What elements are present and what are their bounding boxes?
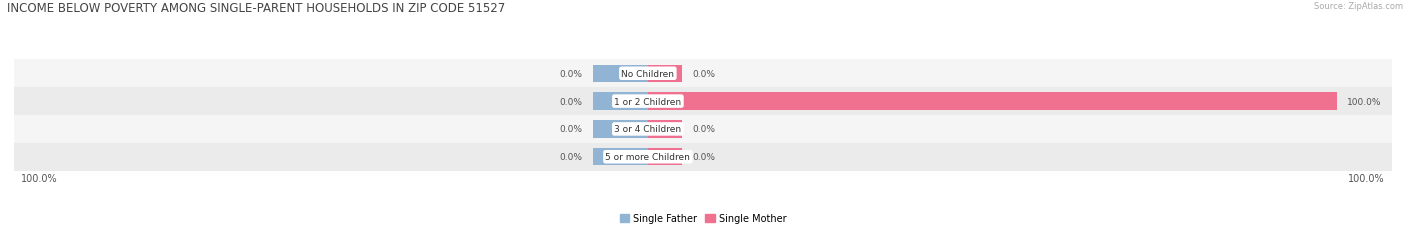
Bar: [14, 143, 1392, 171]
Text: 0.0%: 0.0%: [693, 153, 716, 161]
Text: 1 or 2 Children: 1 or 2 Children: [614, 97, 682, 106]
Bar: [14, 116, 1392, 143]
Text: 0.0%: 0.0%: [693, 70, 716, 78]
Text: 0.0%: 0.0%: [560, 97, 582, 106]
Bar: [648, 65, 682, 82]
Bar: [14, 60, 1392, 88]
Text: 100.0%: 100.0%: [21, 174, 58, 184]
Text: 100.0%: 100.0%: [1347, 97, 1382, 106]
Text: 0.0%: 0.0%: [560, 70, 582, 78]
Text: Source: ZipAtlas.com: Source: ZipAtlas.com: [1315, 2, 1403, 11]
Bar: [593, 149, 648, 166]
Text: INCOME BELOW POVERTY AMONG SINGLE-PARENT HOUSEHOLDS IN ZIP CODE 51527: INCOME BELOW POVERTY AMONG SINGLE-PARENT…: [7, 2, 505, 15]
Bar: [648, 93, 1337, 110]
Legend: Single Father, Single Mother: Single Father, Single Mother: [616, 209, 790, 227]
Bar: [648, 121, 682, 138]
Bar: [593, 93, 648, 110]
Bar: [14, 88, 1392, 116]
Text: 100.0%: 100.0%: [1348, 174, 1385, 184]
Text: 0.0%: 0.0%: [693, 125, 716, 134]
Bar: [648, 149, 682, 166]
Bar: [593, 65, 648, 82]
Text: 3 or 4 Children: 3 or 4 Children: [614, 125, 682, 134]
Bar: [593, 121, 648, 138]
Text: 0.0%: 0.0%: [560, 125, 582, 134]
Text: 5 or more Children: 5 or more Children: [606, 153, 690, 161]
Text: No Children: No Children: [621, 70, 675, 78]
Text: 0.0%: 0.0%: [560, 153, 582, 161]
